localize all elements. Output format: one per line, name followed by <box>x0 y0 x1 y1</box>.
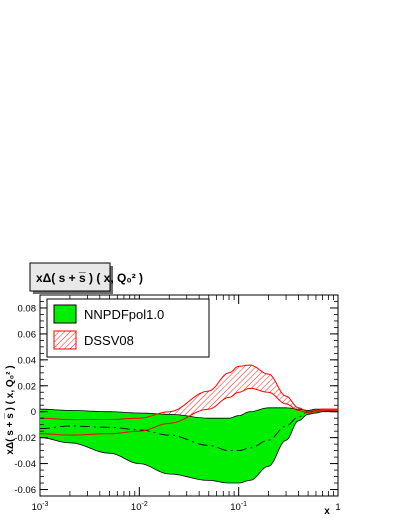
y-axis-title: xΔ( s + s̅ ) ( x, Q₀² ) <box>4 365 16 454</box>
legend-label-nnpdf: NNPDFpol1.0 <box>84 307 164 322</box>
bands-layer <box>39 364 338 484</box>
dssv08-upper-edge <box>40 364 338 420</box>
dssv08-band <box>40 365 338 436</box>
x-tick-label: 1 <box>335 502 340 513</box>
y-tick-label: 0.06 <box>18 329 37 340</box>
chart-title-box: xΔ( s + s̅ ) ( x, Q₀² ) <box>29 262 143 294</box>
y-tick-label: 0 <box>31 407 36 418</box>
plot-frame <box>39 294 339 497</box>
x-tick-label: 10-3 <box>32 501 49 513</box>
y-tick-label: -0.06 <box>14 485 36 496</box>
x-tick-label: 10-2 <box>131 501 148 513</box>
chart-title: xΔ( s + s̅ ) ( x, Q₀² ) <box>36 271 143 285</box>
ticks-layer: 0.08 0.06 0.04 0.02 0 -0.02 -0.04 -0.06 10-3 10-2… <box>14 295 341 513</box>
nnpdf-band <box>40 407 338 483</box>
x-tick-label: 10-1 <box>230 501 247 513</box>
y-tick-label: -0.02 <box>14 433 36 444</box>
y-tick-label: 0.02 <box>18 381 37 392</box>
y-tick-label: -0.04 <box>14 459 36 470</box>
legend-swatch-nnpdf <box>53 304 77 324</box>
legend-label-dssv: DSSV08 <box>84 333 134 348</box>
legend-swatch-dssv <box>53 330 77 350</box>
nnpdf-lower-edge <box>39 411 338 484</box>
y-tick-label: 0.08 <box>18 303 37 314</box>
y-tick-label: 0.04 <box>18 355 37 366</box>
dssv08-lower-edge <box>40 387 338 436</box>
x-axis-title: x <box>324 506 330 517</box>
nnpdf-upper-edge <box>39 407 338 419</box>
legend: NNPDFpol1.0 DSSV08 <box>46 298 210 358</box>
